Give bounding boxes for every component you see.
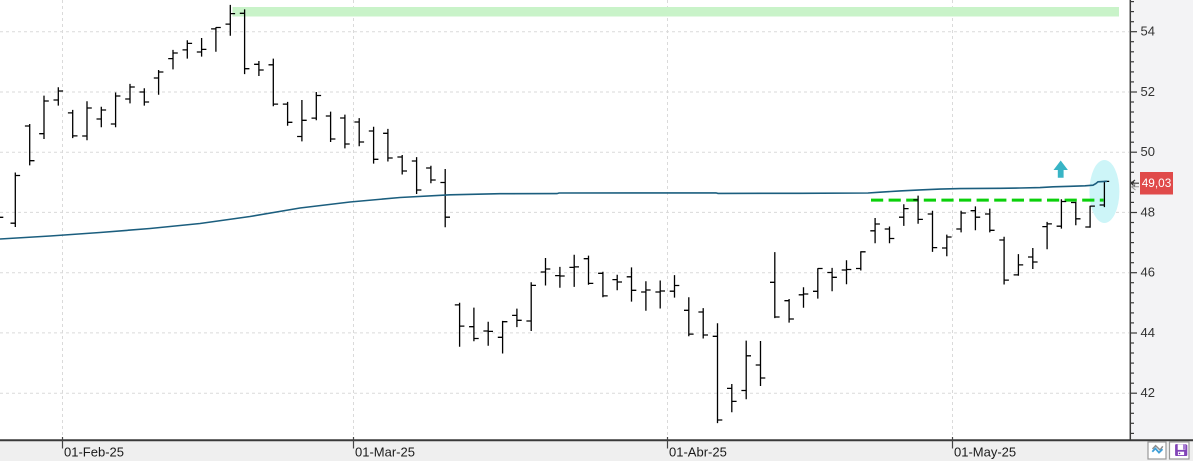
svg-text:42: 42 <box>1141 385 1155 400</box>
svg-text:49,03: 49,03 <box>1142 176 1172 190</box>
svg-text:48: 48 <box>1141 204 1155 219</box>
svg-text:01-May-25: 01-May-25 <box>954 445 1016 460</box>
svg-text:01-Mar-25: 01-Mar-25 <box>355 445 415 460</box>
svg-text:01-Feb-25: 01-Feb-25 <box>64 445 124 460</box>
svg-text:01-Abr-25: 01-Abr-25 <box>669 445 727 460</box>
svg-text:52: 52 <box>1141 84 1155 99</box>
svg-text:50: 50 <box>1141 144 1155 159</box>
svg-text:44: 44 <box>1141 325 1155 340</box>
svg-text:54: 54 <box>1141 24 1155 39</box>
svg-text:46: 46 <box>1141 265 1155 280</box>
